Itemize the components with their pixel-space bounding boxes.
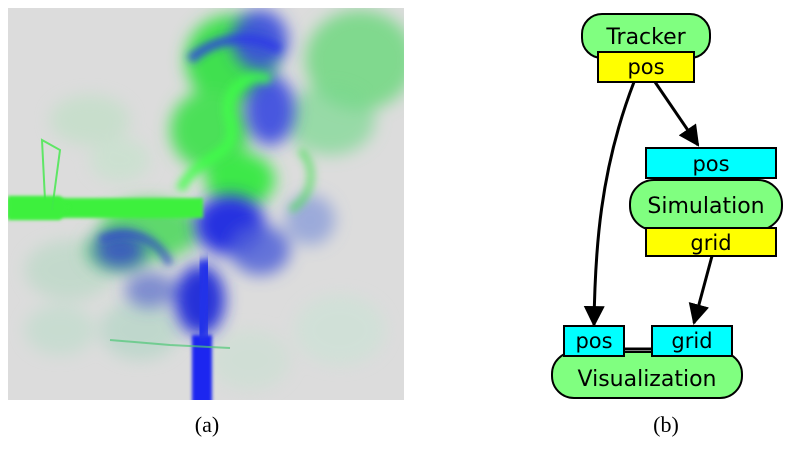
visualization-input-port-pos-label: pos [575, 329, 612, 353]
edge-tracker-to-simulation [653, 81, 700, 147]
simulation-node-title: Simulation [647, 194, 764, 219]
dataflow-diagram: Tracker pos pos Simulation grid [551, 13, 783, 399]
simulation-output-port-label: grid [690, 231, 731, 255]
tracker-node[interactable]: Tracker pos [581, 13, 711, 83]
tracker-output-port-pos[interactable]: pos [597, 51, 695, 83]
visualization-node-title: Visualization [578, 367, 717, 392]
edges [583, 81, 714, 351]
caption-panel-a: (a) [194, 412, 220, 437]
simulation-output-port-grid[interactable]: grid [645, 227, 777, 257]
simulation-input-port-pos[interactable]: pos [645, 147, 777, 179]
visualization-input-port-pos[interactable]: pos [563, 325, 625, 357]
tracker-output-port-label: pos [627, 55, 664, 79]
simulation-input-port-label: pos [692, 152, 729, 176]
simulation-node[interactable]: pos Simulation grid [629, 147, 783, 257]
edge-tracker-to-visualization [583, 81, 636, 328]
fluid-simulation-image [8, 8, 404, 400]
visualization-node[interactable]: Visualization pos grid [551, 325, 743, 399]
green-inflow-jet [8, 138, 203, 220]
visualization-input-port-grid-label: grid [671, 329, 712, 353]
blue-inflow-jet [109, 258, 231, 400]
edge-simulation-to-visualization [688, 255, 714, 326]
turbulence-detail [98, 34, 315, 267]
visualization-input-port-grid[interactable]: grid [651, 325, 733, 357]
caption-panel-b: (b) [653, 412, 679, 437]
tracker-node-title: Tracker [605, 25, 686, 50]
visualization-node-body [551, 351, 743, 399]
